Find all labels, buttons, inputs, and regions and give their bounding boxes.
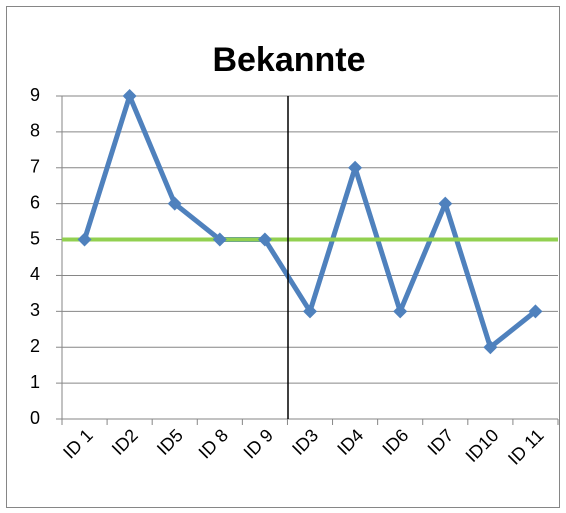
- y-tick-label: 5: [30, 228, 40, 248]
- data-point: [528, 304, 543, 319]
- chart-title: Bekannte: [212, 41, 365, 79]
- data-point: [257, 232, 272, 247]
- data-point: [303, 304, 317, 319]
- data-point: [77, 232, 92, 247]
- y-tick-label: 0: [30, 408, 40, 428]
- y-tick-label: 6: [30, 192, 40, 212]
- y-tick-label: 7: [30, 157, 40, 177]
- y-tick-label: 8: [30, 121, 40, 141]
- data-point: [393, 304, 408, 319]
- y-tick-label: 1: [30, 372, 40, 392]
- data-point: [438, 196, 453, 211]
- data-point: [122, 89, 137, 103]
- y-tick-label: 4: [30, 264, 40, 284]
- data-point: [348, 160, 363, 175]
- data-point: [212, 232, 227, 247]
- data-point: [483, 340, 498, 355]
- data-point: [167, 196, 182, 211]
- y-tick-label: 2: [30, 336, 40, 356]
- y-tick-label: 3: [30, 300, 40, 320]
- y-tick-label: 9: [30, 85, 40, 105]
